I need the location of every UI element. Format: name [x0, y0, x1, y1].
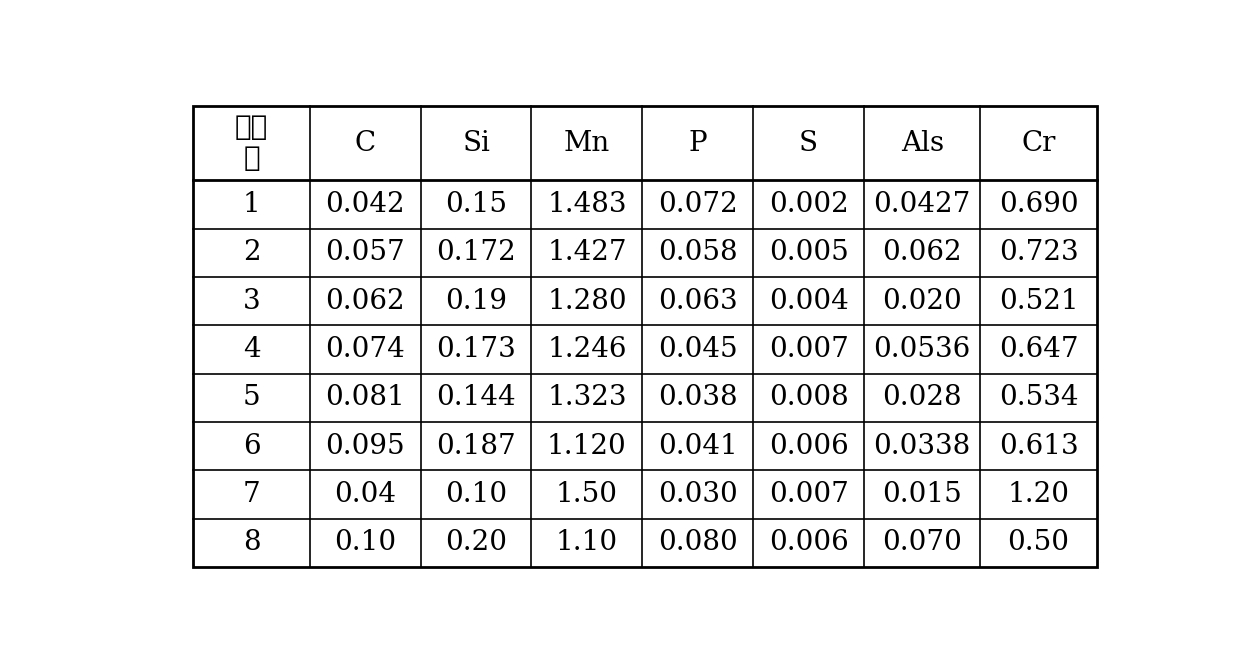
- Text: 0.063: 0.063: [658, 288, 738, 315]
- Text: 0.006: 0.006: [769, 433, 848, 460]
- Text: Cr: Cr: [1022, 129, 1055, 157]
- Text: 1.10: 1.10: [556, 529, 618, 556]
- Text: S: S: [799, 129, 818, 157]
- Text: 0.074: 0.074: [325, 336, 405, 363]
- Text: 0.007: 0.007: [769, 336, 848, 363]
- Text: 0.04: 0.04: [335, 481, 397, 508]
- Text: 1.120: 1.120: [547, 433, 626, 460]
- Text: 0.647: 0.647: [998, 336, 1079, 363]
- Text: 1.50: 1.50: [556, 481, 618, 508]
- Text: 0.15: 0.15: [445, 191, 507, 218]
- Text: 0.172: 0.172: [436, 240, 516, 266]
- Text: 0.10: 0.10: [334, 529, 397, 556]
- Text: C: C: [355, 129, 376, 157]
- Text: 0.080: 0.080: [658, 529, 738, 556]
- Text: 0.038: 0.038: [658, 384, 738, 412]
- Text: 1.323: 1.323: [547, 384, 626, 412]
- Text: 0.002: 0.002: [769, 191, 848, 218]
- Text: 0.057: 0.057: [325, 240, 405, 266]
- Text: 实施
例: 实施 例: [236, 114, 268, 172]
- Text: 0.50: 0.50: [1008, 529, 1070, 556]
- Text: Si: Si: [463, 129, 490, 157]
- Text: 0.015: 0.015: [883, 481, 962, 508]
- Text: 0.20: 0.20: [445, 529, 507, 556]
- Text: 0.058: 0.058: [658, 240, 738, 266]
- Text: 1.246: 1.246: [547, 336, 626, 363]
- Text: 0.006: 0.006: [769, 529, 848, 556]
- Text: 0.0536: 0.0536: [874, 336, 971, 363]
- Text: 1.280: 1.280: [547, 288, 626, 315]
- Text: 8: 8: [243, 529, 260, 556]
- Text: 0.042: 0.042: [325, 191, 405, 218]
- Text: 1: 1: [243, 191, 260, 218]
- Text: 3: 3: [243, 288, 260, 315]
- Text: 0.072: 0.072: [658, 191, 738, 218]
- Text: 0.534: 0.534: [999, 384, 1079, 412]
- Text: 0.521: 0.521: [998, 288, 1079, 315]
- Text: 0.062: 0.062: [883, 240, 962, 266]
- Text: 0.19: 0.19: [445, 288, 507, 315]
- Text: 0.10: 0.10: [445, 481, 507, 508]
- Text: Mn: Mn: [564, 129, 610, 157]
- Text: 0.041: 0.041: [658, 433, 738, 460]
- Text: 5: 5: [243, 384, 260, 412]
- Text: 4: 4: [243, 336, 260, 363]
- Text: 0.007: 0.007: [769, 481, 848, 508]
- Text: 0.008: 0.008: [769, 384, 848, 412]
- Text: 0.613: 0.613: [998, 433, 1079, 460]
- Text: 2: 2: [243, 240, 260, 266]
- Text: 0.173: 0.173: [436, 336, 516, 363]
- Text: 0.0338: 0.0338: [874, 433, 971, 460]
- Text: 0.144: 0.144: [436, 384, 516, 412]
- Text: 7: 7: [243, 481, 260, 508]
- Text: 0.095: 0.095: [325, 433, 405, 460]
- Text: 6: 6: [243, 433, 260, 460]
- Text: 1.483: 1.483: [547, 191, 626, 218]
- Text: 1.20: 1.20: [1008, 481, 1070, 508]
- Text: 0.005: 0.005: [769, 240, 848, 266]
- Text: P: P: [688, 129, 707, 157]
- Text: 0.081: 0.081: [325, 384, 405, 412]
- Text: 0.020: 0.020: [883, 288, 962, 315]
- Text: 0.030: 0.030: [658, 481, 738, 508]
- Text: 0.0427: 0.0427: [873, 191, 971, 218]
- Text: 0.062: 0.062: [325, 288, 405, 315]
- Text: 0.004: 0.004: [769, 288, 848, 315]
- Text: 0.187: 0.187: [436, 433, 516, 460]
- Text: Als: Als: [900, 129, 944, 157]
- Text: 0.028: 0.028: [883, 384, 962, 412]
- Text: 1.427: 1.427: [547, 240, 626, 266]
- Text: 0.045: 0.045: [658, 336, 738, 363]
- Text: 0.690: 0.690: [998, 191, 1079, 218]
- Text: 0.070: 0.070: [883, 529, 962, 556]
- Text: 0.723: 0.723: [998, 240, 1079, 266]
